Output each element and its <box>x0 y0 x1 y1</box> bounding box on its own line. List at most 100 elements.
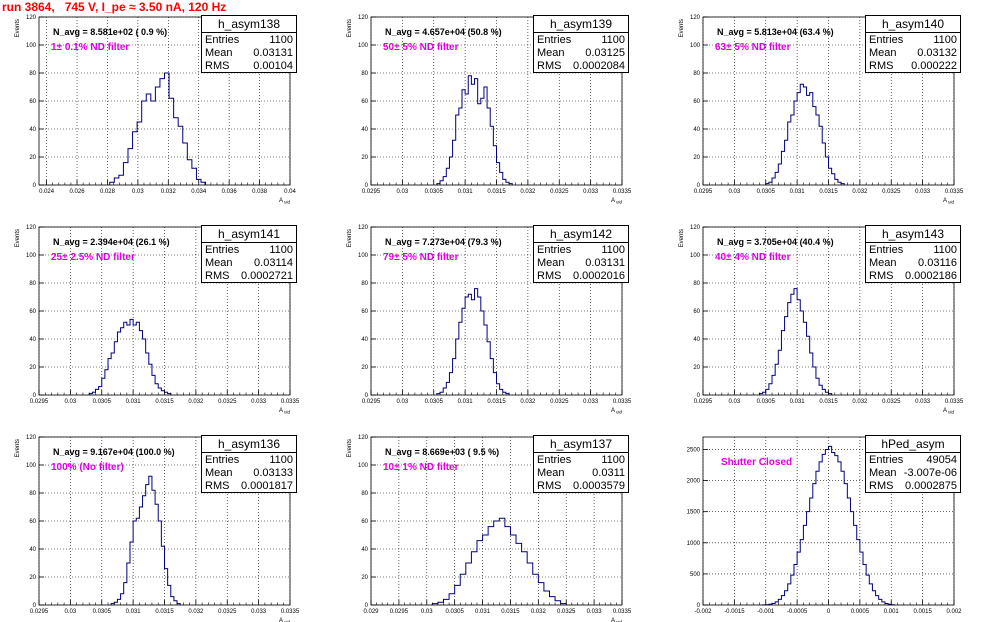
x-axis-title: Auid <box>279 198 291 205</box>
x-axis-title: Auid <box>943 408 955 415</box>
y-tick-label: 20 <box>29 155 36 161</box>
x-tick-label: 0.032 <box>188 609 204 615</box>
y-tick-label: 0 <box>697 603 701 609</box>
stats-value: 0.0002721 <box>241 270 293 282</box>
y-tick-label: 100 <box>358 463 369 469</box>
histogram-line-h_asym139 <box>436 75 513 185</box>
stats-value: 1100 <box>933 244 957 256</box>
x-tick-label: 0.031 <box>458 189 474 195</box>
n-avg-label: N_avg = 4.657e+04 (50.8 %) <box>385 27 502 37</box>
stats-value: 0.0003579 <box>573 480 625 492</box>
y-tick-label: 0 <box>33 393 37 399</box>
x-tick-label: 0.0295 <box>30 609 49 615</box>
stats-box: h_asym139 Entries 1100 Mean 0.03125 RMS 0.0002… <box>533 15 629 73</box>
y-axis-title: Events <box>679 229 685 247</box>
y-tick-label: 0 <box>33 603 37 609</box>
stats-value: 0.03114 <box>254 257 293 269</box>
stats-value: 0.03125 <box>585 47 625 59</box>
y-tick-label: 0 <box>697 183 701 189</box>
stats-value: 0.0002186 <box>905 270 957 282</box>
y-axis-title: Events <box>679 19 685 37</box>
x-tick-label: 0.024 <box>39 189 55 195</box>
x-tick-label: 0.0295 <box>694 399 713 405</box>
stats-row-mean: Mean 0.03133 <box>202 466 296 479</box>
stats-key: Mean <box>537 257 565 269</box>
histogram-line-h_asym136 <box>110 475 181 605</box>
x-tick-label: 0.0315 <box>487 399 506 405</box>
stats-row-entries: Entries 1100 <box>202 453 296 466</box>
stats-value: 0.03131 <box>253 47 293 59</box>
histogram-line-h_asym140 <box>765 83 845 185</box>
x-tick-label: 0.031 <box>458 399 474 405</box>
y-tick-label: 100 <box>26 43 37 49</box>
y-tick-label: 80 <box>29 281 36 287</box>
x-tick-label: 0.03 <box>397 399 409 405</box>
stats-key: RMS <box>869 270 894 282</box>
stats-box: h_asym140 Entries 1100 Mean 0.03132 RMS 0.0002… <box>865 15 961 73</box>
stats-box: h_asym141 Entries 1100 Mean 0.03114 RMS 0.0002… <box>201 225 297 283</box>
x-tick-label: 0.0325 <box>882 399 901 405</box>
x-tick-label: 0.033 <box>587 609 603 615</box>
y-tick-label: 100 <box>26 253 37 259</box>
stats-box: h_asym143 Entries 1100 Mean 0.03116 RMS 0.0002… <box>865 225 961 283</box>
x-tick-label: 0.03 <box>729 189 741 195</box>
y-tick-label: 20 <box>361 365 368 371</box>
y-axis-title: Events <box>347 19 353 37</box>
stats-key: RMS <box>537 270 562 282</box>
y-tick-label: 120 <box>26 15 37 21</box>
y-tick-label: 500 <box>690 572 701 578</box>
stats-key: Entries <box>205 34 240 46</box>
histogram-line-h_asym138 <box>109 72 207 185</box>
x-tick-label: 0.0015 <box>913 609 932 615</box>
y-axis-title: Events <box>347 229 353 247</box>
x-tick-label: 0.03 <box>397 189 409 195</box>
stats-key: Entries <box>205 244 240 256</box>
x-tick-label: 0 <box>827 609 831 615</box>
stats-row-mean: Mean 0.0311 <box>534 466 628 479</box>
stats-row-mean: Mean 0.03131 <box>534 256 628 269</box>
stats-title: hPed_asym <box>866 436 960 453</box>
x-tick-label: 0.033 <box>915 189 931 195</box>
x-tick-label: 0.0335 <box>281 609 300 615</box>
y-tick-label: 100 <box>690 43 701 49</box>
filter-label: 40± 4% ND filter <box>715 252 791 263</box>
x-tick-label: 0.033 <box>251 399 267 405</box>
x-tick-label: 0.03 <box>65 399 77 405</box>
y-axis-title: Events <box>15 439 21 457</box>
x-tick-label: 0.038 <box>252 189 268 195</box>
y-tick-label: 40 <box>29 337 36 343</box>
y-tick-label: 2500 <box>687 447 701 453</box>
y-axis-title: Events <box>347 439 353 457</box>
y-tick-label: 20 <box>693 365 700 371</box>
x-tick-label: 0.036 <box>222 189 238 195</box>
stats-title: h_asym136 <box>202 436 296 453</box>
y-tick-label: 60 <box>693 309 700 315</box>
stats-key: Mean <box>537 47 565 59</box>
histogram-line-h_asym143 <box>758 288 833 395</box>
x-axis-title: Auid <box>279 408 291 415</box>
n-avg-label: N_avg = 8.581e+02 ( 0.9 %) <box>53 27 168 37</box>
y-tick-label: 120 <box>358 435 369 441</box>
x-tick-label: 0.033 <box>915 399 931 405</box>
stats-box: h_asym142 Entries 1100 Mean 0.03131 RMS 0.0002… <box>533 225 629 283</box>
x-tick-label: 0.033 <box>583 399 599 405</box>
x-tick-label: 0.0335 <box>945 189 964 195</box>
stats-box: h_asym136 Entries 1100 Mean 0.03133 RMS 0.0001… <box>201 435 297 493</box>
stats-box: hPed_asym Entries 49054 Mean -3.007e-06 RMS 0.… <box>865 435 961 493</box>
x-tick-label: 0.0315 <box>819 189 838 195</box>
x-tick-label: 0.0315 <box>155 609 174 615</box>
y-tick-label: 1000 <box>687 541 701 547</box>
y-tick-label: 80 <box>361 491 368 497</box>
x-tick-label: -0.0015 <box>724 609 745 615</box>
y-tick-label: 80 <box>361 71 368 77</box>
filter-label: Shutter Closed <box>721 457 793 468</box>
y-tick-label: 20 <box>29 575 36 581</box>
stats-row-entries: Entries 1100 <box>202 33 296 46</box>
stats-key: Mean <box>869 257 897 269</box>
y-tick-label: 1500 <box>687 510 701 516</box>
stats-value: 1100 <box>269 34 293 46</box>
